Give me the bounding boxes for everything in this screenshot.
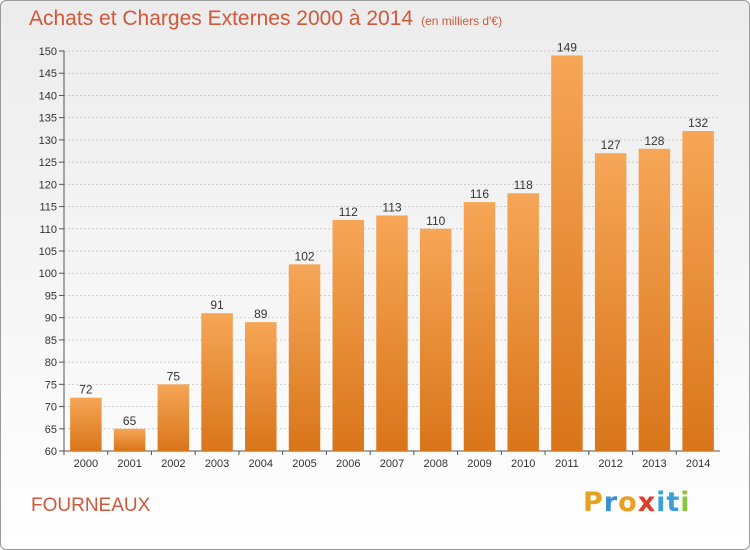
x-tick-label: 2003 (205, 458, 229, 470)
logo-letter: i (680, 487, 691, 518)
y-tick-label: 85 (45, 335, 57, 347)
x-tick-label: 2011 (555, 458, 579, 470)
logo-letter: i (656, 487, 667, 518)
data-label: 75 (167, 369, 181, 383)
bar (288, 264, 321, 451)
y-tick-label: 60 (45, 446, 57, 458)
bar (113, 428, 146, 451)
y-tick-label: 100 (39, 268, 57, 280)
bar (551, 55, 583, 451)
y-tick-label: 140 (39, 90, 57, 102)
logo-letter: r (603, 487, 619, 518)
proxiti-logo: Proxiti (583, 487, 691, 518)
y-tick-label: 105 (39, 246, 57, 258)
logo-letter: P (583, 487, 604, 518)
data-label: 89 (254, 307, 268, 321)
commune-name: FOURNEAUX (31, 495, 151, 516)
bar (201, 313, 233, 451)
y-tick-label: 95 (45, 290, 57, 302)
x-tick-label: 2014 (686, 458, 710, 470)
y-tick-label: 90 (45, 313, 57, 325)
data-label: 116 (470, 187, 489, 201)
x-tick-label: 2007 (380, 458, 404, 470)
x-tick-label: 2004 (249, 458, 273, 470)
data-label: 72 (79, 383, 93, 397)
bar (419, 228, 452, 451)
y-tick-label: 75 (45, 379, 57, 391)
data-label: 128 (644, 134, 664, 148)
x-tick-label: 2009 (467, 458, 491, 470)
bar (157, 384, 190, 451)
bar (245, 322, 277, 451)
bar (332, 219, 365, 451)
logo-letter: x (637, 487, 657, 518)
data-label: 112 (339, 205, 358, 219)
y-tick-label: 115 (39, 202, 57, 214)
y-tick-label: 150 (39, 46, 57, 58)
data-label: 118 (514, 178, 533, 192)
data-label: 132 (688, 116, 708, 130)
bar (463, 202, 496, 451)
logo-letter: o (618, 487, 638, 518)
y-tick-label: 145 (39, 68, 57, 80)
y-tick-label: 65 (45, 424, 57, 436)
bar (507, 193, 539, 451)
x-tick-label: 2008 (423, 458, 447, 470)
data-label: 127 (601, 138, 621, 152)
x-tick-label: 2013 (642, 458, 666, 470)
bar (638, 148, 671, 451)
y-tick-label: 120 (39, 179, 57, 191)
chart-title: Achats et Charges Externes 2000 à 2014 (e… (29, 7, 502, 31)
bar (594, 153, 627, 451)
x-tick-label: 2012 (598, 458, 622, 470)
y-tick-label: 70 (45, 402, 57, 414)
bar (682, 131, 714, 451)
bar (376, 215, 408, 451)
y-tick-label: 110 (39, 224, 57, 236)
data-label: 110 (426, 214, 445, 228)
y-tick-label: 80 (45, 357, 57, 369)
data-label: 91 (210, 298, 224, 312)
data-label: 102 (295, 249, 315, 263)
x-tick-label: 2010 (511, 458, 535, 470)
data-label: 113 (382, 200, 401, 214)
data-label: 65 (123, 414, 137, 428)
x-tick-label: 2002 (161, 458, 185, 470)
data-label: 149 (557, 40, 577, 54)
x-tick-label: 2000 (74, 458, 98, 470)
bar (70, 397, 102, 451)
logo-letter: t (666, 487, 681, 518)
y-tick-label: 135 (39, 113, 57, 125)
x-tick-label: 2001 (117, 458, 141, 470)
y-tick-label: 130 (39, 135, 57, 147)
x-tick-label: 2006 (336, 458, 360, 470)
title-text: Achats et Charges Externes 2000 à 2014 (29, 7, 414, 30)
x-tick-label: 2005 (292, 458, 316, 470)
unit-note: (en milliers d'€) (421, 14, 503, 28)
y-tick-label: 125 (39, 157, 57, 169)
